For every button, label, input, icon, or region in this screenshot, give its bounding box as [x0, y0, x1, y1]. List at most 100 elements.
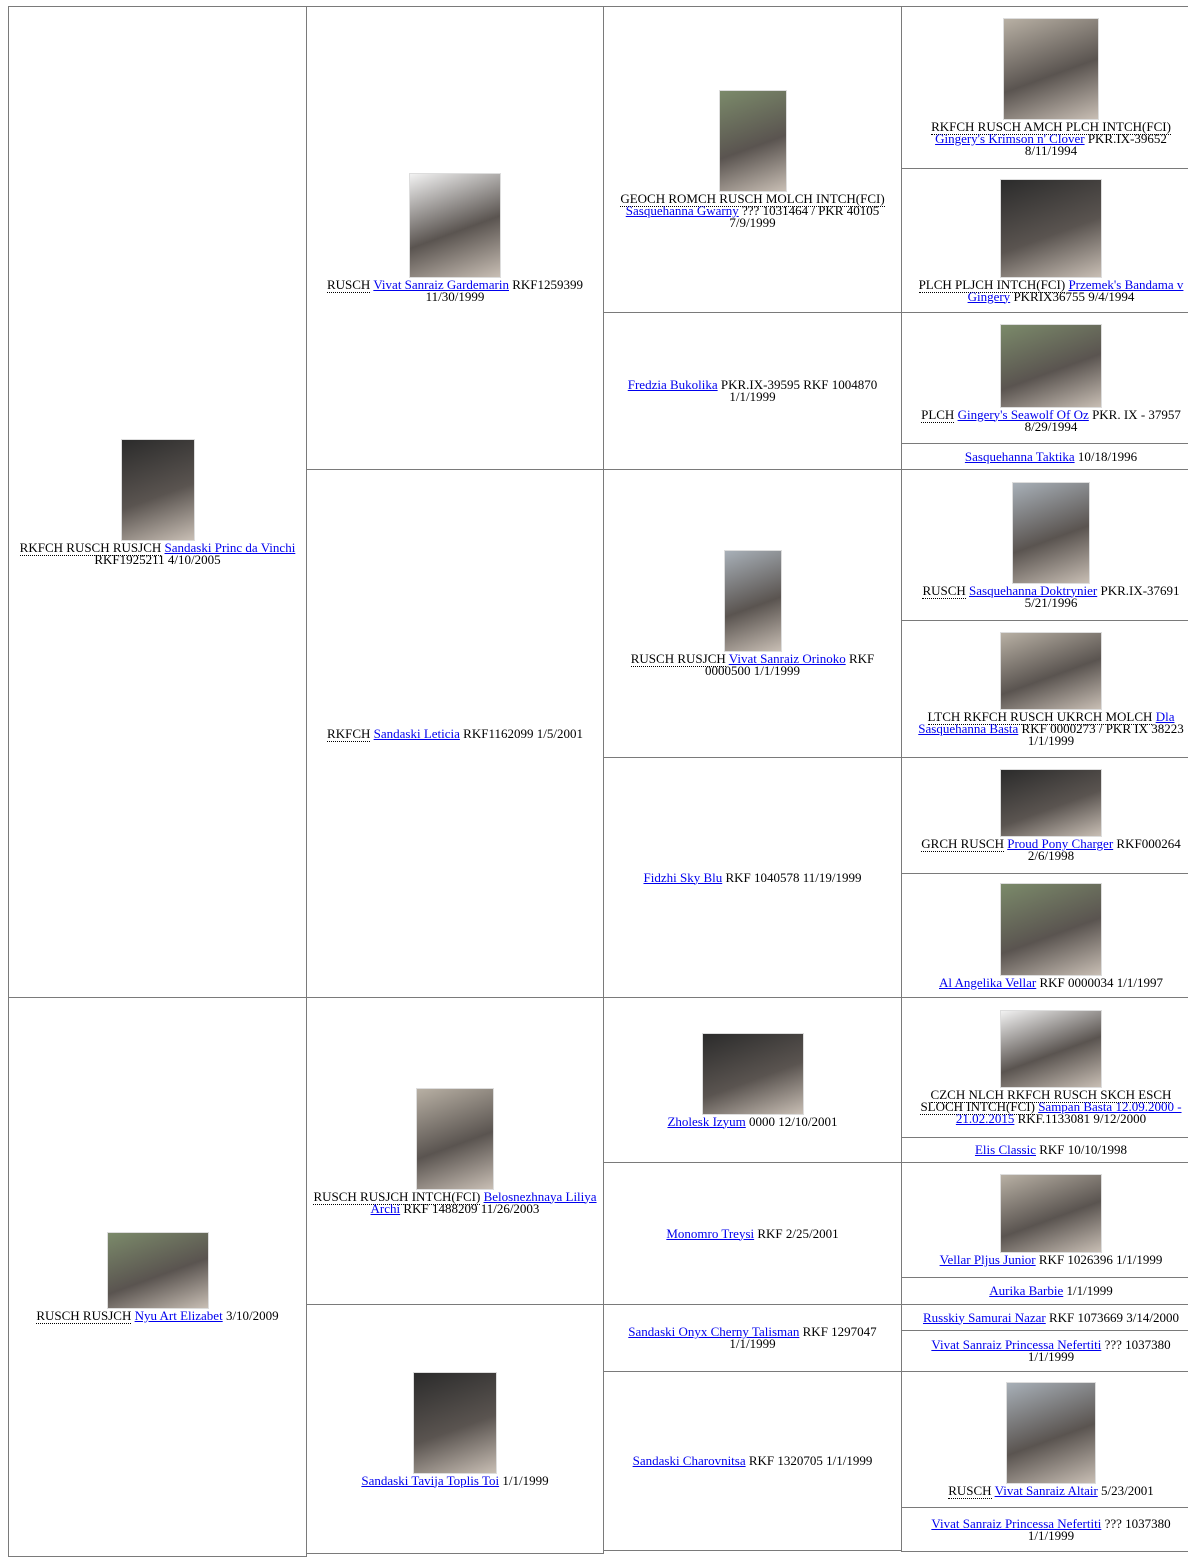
- dog-photo: [1000, 631, 1102, 710]
- dog-photo: [409, 173, 501, 278]
- dog-titles: RUSCH: [948, 1483, 992, 1499]
- dog-info: RUSCH Vivat Sanraiz Gardemarin RKF125939…: [313, 277, 597, 304]
- dog-info: RUSCH Sasquehanna Doktrynier PKR.IX-3769…: [908, 582, 1188, 609]
- pedigree-cell: RKFCH RUSCH RUSJCH Sandaski Princ da Vin…: [8, 6, 307, 998]
- pedigree-cell: Sandaski Tavija Toplis Toi 1/1/1999: [306, 1304, 604, 1554]
- dog-titles: RKFCH RUSCH RUSJCH: [19, 539, 162, 556]
- dog-name-link[interactable]: Sasquehanna Doktrynier: [969, 582, 1098, 598]
- dog-photo: [1000, 882, 1102, 976]
- dog-titles: RUSCH RUSJCH: [36, 1308, 132, 1324]
- pedigree-cell: Sasquehanna Taktika 10/18/1996: [901, 443, 1188, 470]
- dog-titles: CZCH NLCH RKFCH RUSCH SKCH ESCH SLOCH IN…: [920, 1087, 1172, 1115]
- dog-info: Elis Classic RKF 10/10/1998: [974, 1142, 1127, 1157]
- dog-name-link[interactable]: Monomro Treysi: [666, 1225, 755, 1241]
- dog-name-link[interactable]: Gingery's Seawolf Of Oz: [957, 406, 1089, 422]
- pedigree-cell: Sandaski Charovnitsa RKF 1320705 1/1/199…: [603, 1371, 902, 1551]
- dog-titles: PLCH PLJCH INTCH(FCI): [918, 276, 1066, 293]
- pedigree-cell: Vellar Pljus Junior RKF 1026396 1/1/1999: [901, 1162, 1188, 1278]
- dog-name-link[interactable]: Zholesk Izyum: [667, 1113, 746, 1129]
- dog-titles: GEOCH ROMCH RUSCH MOLCH INTCH(FCI): [620, 191, 885, 207]
- pedigree-cell: Vivat Sanraiz Princessa Nefertiti ??? 10…: [901, 1330, 1188, 1372]
- pedigree-cell: RUSCH Vivat Sanraiz Altair 5/23/2001: [901, 1371, 1188, 1508]
- pedigree-cell: RUSCH Vivat Sanraiz Gardemarin RKF125939…: [306, 6, 604, 470]
- dog-name-link[interactable]: Elis Classic: [974, 1142, 1036, 1157]
- dog-photo: [120, 438, 195, 541]
- dog-photo: [413, 1371, 497, 1474]
- dog-name-link[interactable]: Przemek's Bandama v Gingery: [967, 276, 1184, 304]
- pedigree-cell: PLCH Gingery's Seawolf Of Oz PKR. IX - 3…: [901, 312, 1188, 444]
- dog-name-link[interactable]: Aurika Barbie: [989, 1283, 1064, 1298]
- dog-info: RUSCH RUSJCH Nyu Art Elizabet 3/10/2009: [36, 1308, 279, 1324]
- dog-photo: [1012, 481, 1090, 584]
- dog-name-link[interactable]: Sampan Basta 12.09.2000 - 21.02.2015: [955, 1099, 1182, 1126]
- dog-name-link[interactable]: Belosnezhnaya Liliya Archi: [370, 1188, 597, 1216]
- dog-info: Fidzhi Sky Blu RKF 1040578 11/19/1999: [643, 869, 861, 885]
- dog-name-link[interactable]: Vivat Sanraiz Gardemarin: [373, 277, 509, 292]
- pedigree-cell: GEOCH ROMCH RUSCH MOLCH INTCH(FCI) Sasqu…: [603, 6, 902, 313]
- dog-photo: [106, 1232, 209, 1309]
- dog-details: RKF1259399 11/30/1999: [425, 277, 584, 304]
- dog-titles: GRCH RUSCH: [921, 836, 1004, 852]
- dog-name-link[interactable]: Fredzia Bukolika: [627, 377, 718, 392]
- dog-name-link[interactable]: Sasquehanna Taktika: [964, 448, 1075, 464]
- dog-photo: [1000, 178, 1102, 278]
- pedigree-cell: Zholesk Izyum 0000 12/10/2001: [603, 997, 902, 1163]
- dog-details: PKR. IX - 37957 8/29/1994: [1024, 406, 1181, 434]
- dog-name-link[interactable]: Dla Sasquehanna Basta: [918, 708, 1175, 736]
- dog-name-link[interactable]: Fidzhi Sky Blu: [643, 869, 723, 885]
- dog-info: Al Angelika Vellar RKF 0000034 1/1/1997: [938, 974, 1163, 990]
- dog-name-link[interactable]: Vivat Sanraiz Altair: [994, 1483, 1098, 1498]
- dog-titles: RUSCH RUSJCH INTCH(FCI): [313, 1188, 481, 1205]
- dog-name-link[interactable]: Vivat Sanraiz Orinoko: [728, 651, 846, 666]
- dog-info: PLCH Gingery's Seawolf Of Oz PKR. IX - 3…: [908, 406, 1188, 434]
- dog-details: RKF1925211 4/10/2005: [94, 551, 221, 567]
- dog-photo: [1000, 1010, 1102, 1088]
- dog-photo: [723, 550, 782, 652]
- dog-info: Vivat Sanraiz Princessa Nefertiti ??? 10…: [908, 1337, 1188, 1363]
- dog-name-link[interactable]: Nyu Art Elizabet: [134, 1308, 223, 1323]
- dog-photo: [416, 1087, 494, 1190]
- pedigree-cell: Fredzia Bukolika PKR.IX-39595 RKF 100487…: [603, 312, 902, 470]
- dog-name-link[interactable]: Russkiy Samurai Nazar: [922, 1309, 1046, 1325]
- pedigree-cell: Russkiy Samurai Nazar RKF 1073669 3/14/2…: [901, 1304, 1188, 1331]
- pedigree-cell: RUSCH RUSJCH INTCH(FCI) Belosnezhnaya Li…: [306, 997, 604, 1305]
- dog-name-link[interactable]: Sandaski Leticia: [373, 725, 460, 741]
- dog-name-link[interactable]: Sasquehanna Gwarny: [625, 203, 739, 218]
- dog-details: 1/1/1999: [1066, 1283, 1113, 1298]
- dog-name-link[interactable]: Sandaski Charovnitsa: [632, 1453, 746, 1468]
- dog-photo: [1000, 323, 1102, 408]
- dog-name-link[interactable]: Vivat Sanraiz Princessa Nefertiti: [931, 1515, 1102, 1531]
- dog-photo: [1003, 18, 1099, 120]
- dog-name-link[interactable]: Proud Pony Charger: [1007, 836, 1114, 851]
- dog-name-link[interactable]: Vivat Sanraiz Princessa Nefertiti: [931, 1337, 1102, 1352]
- dog-name-link[interactable]: Gingery's Krimson n' Clover: [935, 131, 1085, 146]
- dog-details: 0000 12/10/2001: [749, 1113, 838, 1129]
- pedigree-cell: RUSCH Sasquehanna Doktrynier PKR.IX-3769…: [901, 469, 1188, 621]
- dog-info: RKFCH RUSCH RUSJCH Sandaski Princ da Vin…: [15, 539, 300, 567]
- dog-info: Zholesk Izyum 0000 12/10/2001: [667, 1113, 838, 1129]
- dog-photo: [1000, 769, 1102, 837]
- pedigree-cell: Monomro Treysi RKF 2/25/2001: [603, 1162, 902, 1305]
- dog-name-link[interactable]: Sandaski Tavija Toplis Toi: [361, 1472, 500, 1488]
- pedigree-cell: GRCH RUSCH Proud Pony Charger RKF000264 …: [901, 757, 1188, 874]
- dog-titles: RUSCH: [922, 582, 966, 599]
- dog-info: Sandaski Tavija Toplis Toi 1/1/1999: [361, 1472, 548, 1488]
- pedigree-cell: Fidzhi Sky Blu RKF 1040578 11/19/1999: [603, 757, 902, 998]
- dog-details: PKR.IX-39652 8/11/1994: [1024, 131, 1167, 158]
- dog-info: RUSCH RUSJCH Vivat Sanraiz Orinoko RKF 0…: [610, 651, 895, 677]
- dog-name-link[interactable]: Vellar Pljus Junior: [939, 1252, 1036, 1267]
- dog-details: RKF 1073669 3/14/2000: [1049, 1309, 1180, 1325]
- dog-info: Russkiy Samurai Nazar RKF 1073669 3/14/2…: [922, 1309, 1180, 1325]
- dog-name-link[interactable]: Sandaski Princ da Vinchi: [164, 539, 296, 555]
- dog-info: Sasquehanna Taktika 10/18/1996: [964, 448, 1137, 464]
- dog-details: RKF 1488209 11/26/2003: [403, 1200, 540, 1216]
- dog-info: RUSCH Vivat Sanraiz Altair 5/23/2001: [948, 1483, 1154, 1499]
- dog-info: Aurika Barbie 1/1/1999: [989, 1283, 1113, 1298]
- pedigree-cell: Vivat Sanraiz Princessa Nefertiti ??? 10…: [901, 1507, 1188, 1552]
- dog-info: LTCH RKFCH RUSCH UKRCH MOLCH Dla Sasqueh…: [908, 708, 1188, 747]
- dog-name-link[interactable]: Al Angelika Vellar: [938, 974, 1037, 990]
- pedigree-cell: PLCH PLJCH INTCH(FCI) Przemek's Bandama …: [901, 168, 1188, 313]
- dog-details: RKF 1320705 1/1/1999: [748, 1453, 873, 1468]
- dog-name-link[interactable]: Sandaski Onyx Cherny Talisman: [628, 1324, 800, 1339]
- dog-photo: [718, 90, 787, 192]
